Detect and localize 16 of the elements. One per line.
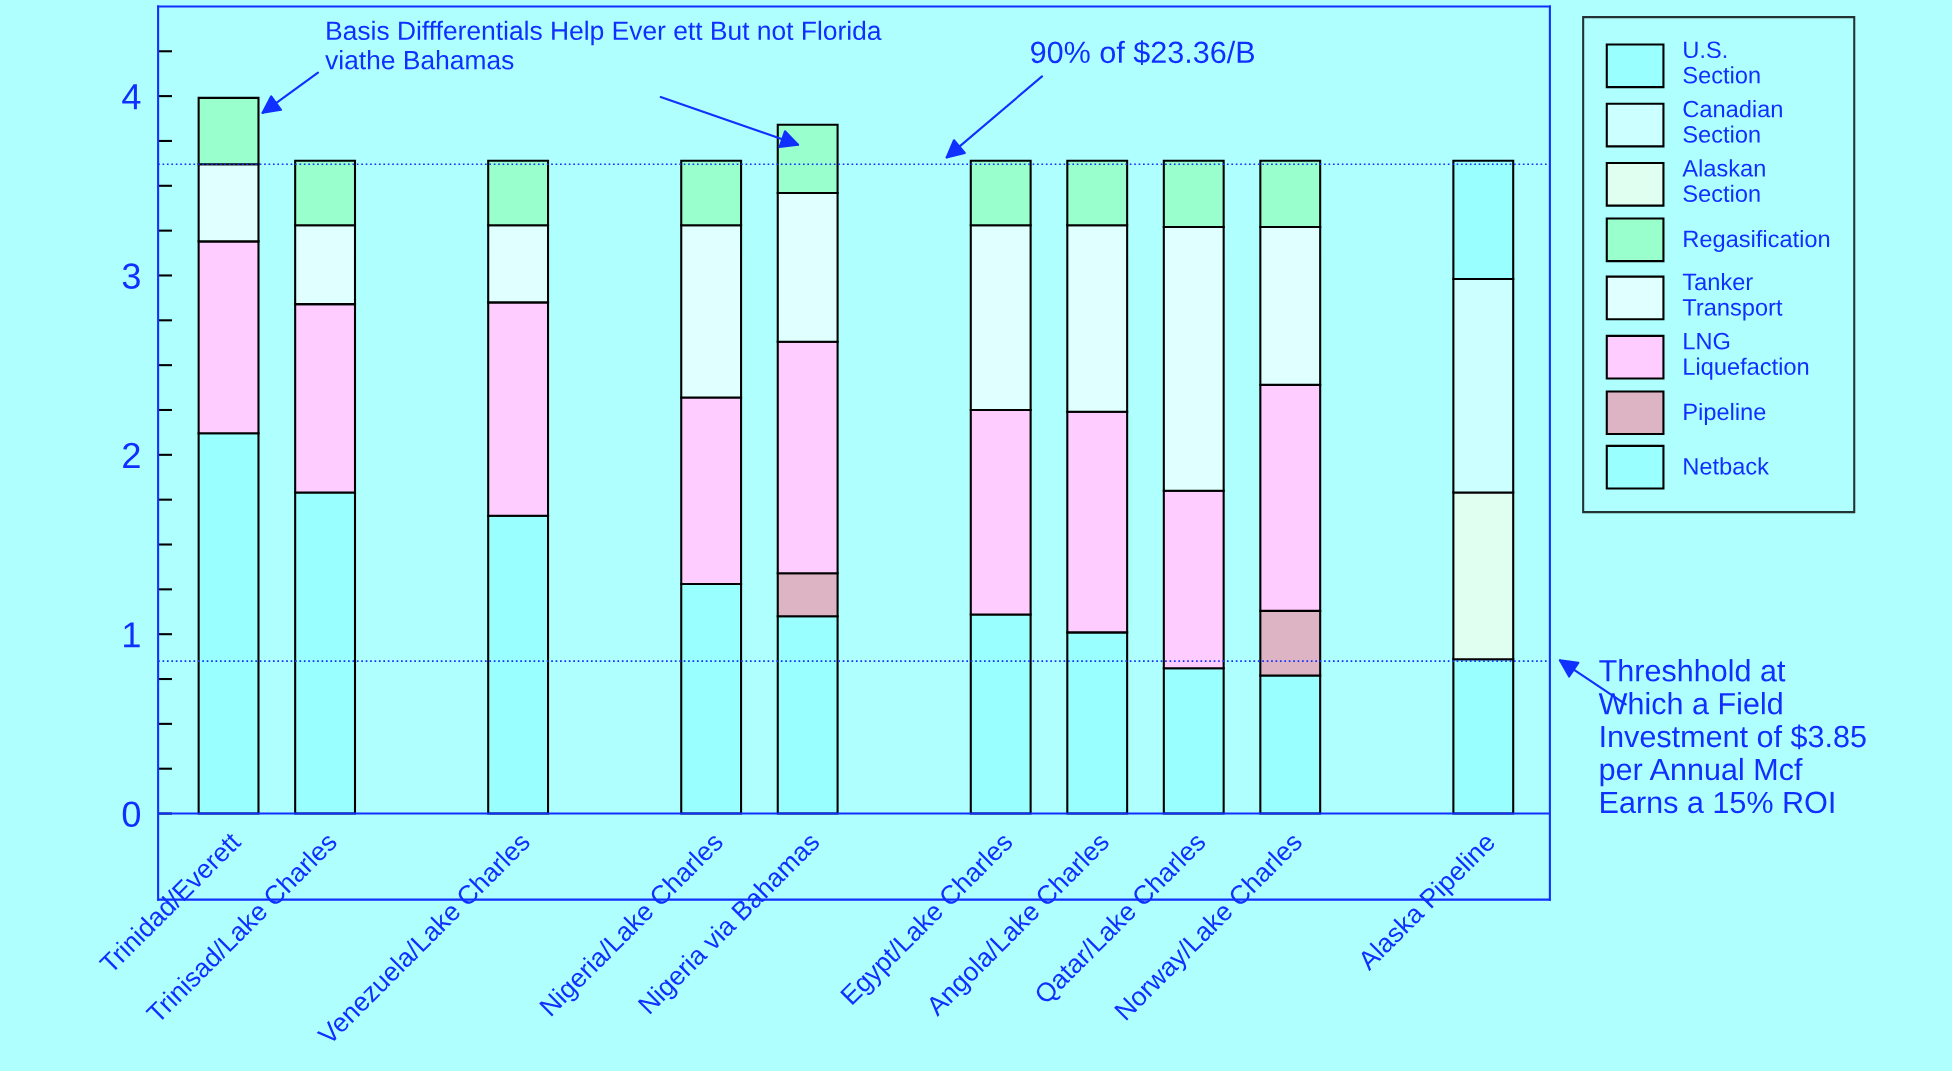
y-tick-label: 4 xyxy=(122,84,141,110)
legend-label: Pipeline xyxy=(1684,402,1766,425)
annotation: Basis Diffferentials Help Ever ett But not Florida viathe Bahamas xyxy=(325,20,882,70)
y-tick-label: 2 xyxy=(123,442,140,468)
y-tick-label: 1 xyxy=(124,622,140,648)
legend-label: LNG Liquefaction xyxy=(1684,332,1809,380)
y-tick-label: 0 xyxy=(122,801,141,827)
annotation: 90% of $23.36/B xyxy=(1031,40,1254,65)
legend-label: U.S. Section xyxy=(1683,41,1760,84)
y-tick-label: 3 xyxy=(122,263,140,289)
legend-label: Alaskan Section xyxy=(1682,159,1765,203)
legend-label: Canadian Section xyxy=(1683,100,1782,143)
legend-label: Netback xyxy=(1684,457,1769,475)
legend-label: Regasification xyxy=(1684,229,1830,252)
text: Threshhold at Which a Field Investment of $3.85 per Annual Mcf Earns a 15% ROI xyxy=(1598,659,1866,814)
legend-label: Tanker Transport xyxy=(1682,272,1783,321)
